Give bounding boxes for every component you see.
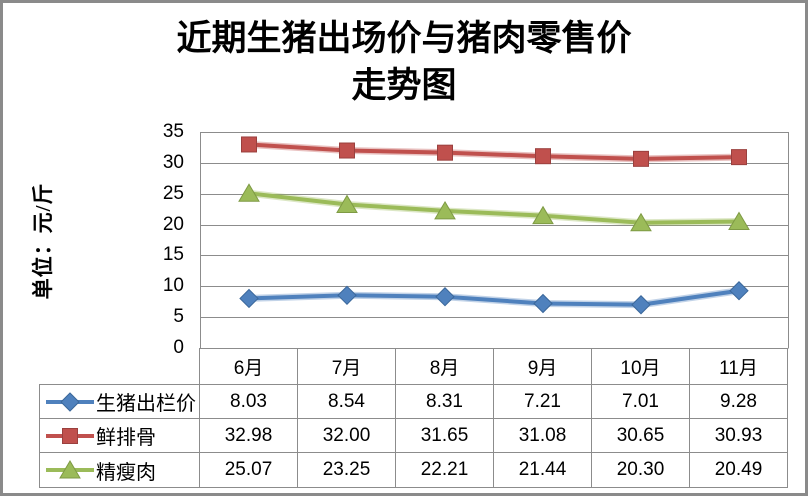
triangle-marker [336,194,358,214]
value-cell: 30.65 [592,419,690,453]
value-cell: 9.28 [690,385,788,419]
y-tick-label: 20 [162,213,184,235]
square-marker [535,148,551,165]
value-cell: 7.21 [494,385,592,419]
y-tick-label: 15 [162,244,184,266]
value-cell: 32.98 [200,419,298,453]
y-tick-label: 25 [162,182,184,204]
value-cell: 30.93 [690,419,788,453]
table-corner-blank [39,348,200,385]
legend-key-square-icon [46,427,94,444]
chart-title-line1: 近期生猪出场价与猪肉零售价 [176,19,632,58]
legend-key-triangle-icon [46,460,94,479]
value-cell: 21.44 [494,453,592,488]
diamond-marker [435,287,455,307]
value-cell: 32.00 [298,419,396,453]
month-header-cell: 10月 [592,348,690,385]
diamond-marker [729,281,749,301]
y-tick-label: 0 [173,337,184,358]
triangle-marker [532,205,554,225]
legend-cell-鲜排骨: 鲜排骨 [39,419,200,453]
value-cell: 25.07 [200,453,298,488]
value-cell: 20.49 [690,453,788,488]
month-header-cell: 11月 [690,348,788,385]
square-marker [633,150,649,167]
y-tick-label: 30 [162,151,184,173]
plot-area [200,132,789,349]
series-line-精瘦肉 [247,191,741,225]
triangle-marker [238,183,260,202]
month-header-cell: 7月 [298,348,396,385]
triangle-marker [434,200,456,220]
chart-title-line2: 走势图 [351,66,457,105]
y-tick-label: 5 [173,306,184,328]
square-marker [731,149,747,166]
legend-key-diamond-icon [46,391,94,412]
month-header-cell: 6月 [200,348,298,385]
diamond-marker [337,285,357,306]
legend-cell-生猪出栏价: 生猪出栏价 [39,385,200,419]
square-marker [437,144,453,161]
y-tick-label: 35 [162,121,184,142]
value-cell: 20.30 [592,453,690,488]
triangle-marker [630,212,652,232]
legend-label: 生猪出栏价 [96,393,196,415]
value-cell: 8.31 [396,385,494,419]
value-cell: 23.25 [298,453,396,488]
diamond-marker [239,288,259,309]
chart-data-table: 6月 7月 8月 9月 10月 11月生猪出栏价 8.03 8.54 8.31 7.21 7.01 9… [39,348,788,488]
y-axis-title: 单位：元/斤 [31,182,55,300]
triangle-marker [728,211,750,231]
legend-label: 鲜排骨 [96,427,156,449]
square-marker [339,142,355,159]
value-cell: 7.01 [592,385,690,419]
diamond-marker [631,295,651,315]
legend-cell-精瘦肉: 精瘦肉 [39,453,200,488]
series-line-鲜排骨 [247,142,741,161]
value-cell: 8.54 [298,385,396,419]
value-cell: 8.03 [200,385,298,419]
diamond-marker [533,293,553,314]
month-header-cell: 9月 [494,348,592,385]
value-cell: 31.65 [396,419,494,453]
series-line-生猪出栏价 [247,288,741,307]
month-header-cell: 8月 [396,348,494,385]
square-marker [241,136,257,153]
value-cell: 31.08 [494,419,592,453]
legend-label: 精瘦肉 [96,461,156,484]
series-line-halo [245,189,743,227]
value-cell: 22.21 [396,453,494,488]
y-tick-label: 10 [162,275,184,297]
chart-title: 近期生猪出场价与猪肉零售价 走势图 [3,15,805,109]
plot-border [200,132,789,349]
